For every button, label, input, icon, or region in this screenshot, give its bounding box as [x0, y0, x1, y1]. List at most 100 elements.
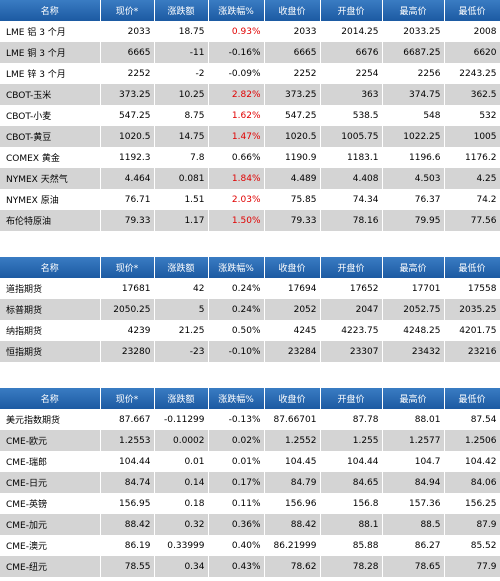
cell-price: 4239	[100, 320, 155, 341]
table-row: 美元指数期货 87.667 -0.11299 -0.13% 87.66701 87.78 8…	[0, 409, 500, 430]
cell-change: 21.25	[154, 320, 209, 341]
cell-price: 4.464	[100, 168, 155, 189]
col-change: 涨跌额	[154, 0, 209, 21]
col-price: 现价*	[100, 257, 155, 278]
cell-name: 纳指期货	[0, 320, 101, 341]
cell-low: 2008	[444, 21, 500, 42]
col-price: 现价*	[100, 388, 155, 409]
col-change-pct: 涨跌幅%	[208, 388, 265, 409]
table-row: CME-日元 84.74 0.14 0.17% 84.79 84.65 84.94 84.06	[0, 472, 500, 493]
header-row: 名称 现价* 涨跌额 涨跌幅% 收盘价 开盘价 最高价 最低价	[0, 388, 500, 409]
cell-high: 17701	[382, 278, 445, 299]
cell-name: CME-纽元	[0, 556, 101, 577]
cell-high: 1196.6	[382, 147, 445, 168]
cell-close: 78.62	[264, 556, 321, 577]
table-row: 道指期货 17681 42 0.24% 17694 17652 17701 17558	[0, 278, 500, 299]
cell-price: 86.19	[100, 535, 155, 556]
cell-change: 0.32	[154, 514, 209, 535]
cell-change-pct: 0.02%	[208, 430, 265, 451]
cell-close: 2033	[264, 21, 321, 42]
cell-open: 1.255	[320, 430, 383, 451]
cell-change: 14.75	[154, 126, 209, 147]
cell-change: -0.11299	[154, 409, 209, 430]
col-close: 收盘价	[264, 388, 321, 409]
cell-low: 74.2	[444, 189, 500, 210]
cell-high: 84.94	[382, 472, 445, 493]
cell-close: 75.85	[264, 189, 321, 210]
cell-change: 0.18	[154, 493, 209, 514]
cell-close: 2052	[264, 299, 321, 320]
cell-change-pct: 1.47%	[208, 126, 265, 147]
col-close: 收盘价	[264, 0, 321, 21]
cell-name: CBOT-玉米	[0, 84, 101, 105]
cell-price: 87.667	[100, 409, 155, 430]
cell-open: 84.65	[320, 472, 383, 493]
cell-high: 6687.25	[382, 42, 445, 63]
cell-close: 156.96	[264, 493, 321, 514]
cell-change-pct: -0.16%	[208, 42, 265, 63]
cell-low: 1176.2	[444, 147, 500, 168]
cell-close: 88.42	[264, 514, 321, 535]
cell-low: 4201.75	[444, 320, 500, 341]
cell-change: 0.01	[154, 451, 209, 472]
col-high: 最高价	[382, 388, 445, 409]
cell-change: 42	[154, 278, 209, 299]
cell-open: 85.88	[320, 535, 383, 556]
cell-change: 0.0002	[154, 430, 209, 451]
cell-change-pct: 0.50%	[208, 320, 265, 341]
col-close: 收盘价	[264, 257, 321, 278]
cell-low: 2035.25	[444, 299, 500, 320]
cell-change-pct: 2.03%	[208, 189, 265, 210]
col-low: 最低价	[444, 257, 500, 278]
cell-high: 4.503	[382, 168, 445, 189]
header-row: 名称 现价* 涨跌额 涨跌幅% 收盘价 开盘价 最高价 最低价	[0, 257, 500, 278]
cell-change: 10.25	[154, 84, 209, 105]
cell-close: 79.33	[264, 210, 321, 231]
cell-open: 538.5	[320, 105, 383, 126]
cell-low: 6620	[444, 42, 500, 63]
cell-open: 1005.75	[320, 126, 383, 147]
cell-change-pct: 0.43%	[208, 556, 265, 577]
table-row: CME-纽元 78.55 0.34 0.43% 78.62 78.28 78.65 77.9	[0, 556, 500, 577]
cell-price: 76.71	[100, 189, 155, 210]
currency-futures-table: 名称 现价* 涨跌额 涨跌幅% 收盘价 开盘价 最高价 最低价 美元指数期货 87…	[0, 388, 500, 577]
cell-high: 88.5	[382, 514, 445, 535]
cell-change-pct: 0.93%	[208, 21, 265, 42]
cell-change: 7.8	[154, 147, 209, 168]
cell-change-pct: 0.11%	[208, 493, 265, 514]
cell-change: 5	[154, 299, 209, 320]
col-change-pct: 涨跌幅%	[208, 257, 265, 278]
cell-name: 道指期货	[0, 278, 101, 299]
cell-name: CBOT-黄豆	[0, 126, 101, 147]
table-row: 恒指期货 23280 -23 -0.10% 23284 23307 23432 23216	[0, 341, 500, 362]
cell-high: 86.27	[382, 535, 445, 556]
cell-open: 2014.25	[320, 21, 383, 42]
cell-change: 0.14	[154, 472, 209, 493]
table-row: LME 铜 3 个月 6665 -11 -0.16% 6665 6676 6687.25 66…	[0, 42, 500, 63]
cell-name: CBOT-小麦	[0, 105, 101, 126]
cell-price: 23280	[100, 341, 155, 362]
cell-high: 2052.75	[382, 299, 445, 320]
cell-low: 4.25	[444, 168, 500, 189]
cell-open: 2047	[320, 299, 383, 320]
cell-name: CME-英镑	[0, 493, 101, 514]
cell-open: 87.78	[320, 409, 383, 430]
cell-change: 8.75	[154, 105, 209, 126]
table-row: COMEX 黄金 1192.3 7.8 0.66% 1190.9 1183.1 1196.6…	[0, 147, 500, 168]
cell-close: 84.79	[264, 472, 321, 493]
cell-high: 1022.25	[382, 126, 445, 147]
cell-name: 恒指期货	[0, 341, 101, 362]
cell-low: 77.56	[444, 210, 500, 231]
cell-change-pct: 1.50%	[208, 210, 265, 231]
cell-price: 17681	[100, 278, 155, 299]
table-row: 纳指期货 4239 21.25 0.50% 4245 4223.75 4248.25 4201…	[0, 320, 500, 341]
commodities-table: 名称 现价* 涨跌额 涨跌幅% 收盘价 开盘价 最高价 最低价 LME 铝 3 …	[0, 0, 500, 231]
header-row: 名称 现价* 涨跌额 涨跌幅% 收盘价 开盘价 最高价 最低价	[0, 0, 500, 21]
col-low: 最低价	[444, 388, 500, 409]
cell-price: 78.55	[100, 556, 155, 577]
table-row: 布伦特原油 79.33 1.17 1.50% 79.33 78.16 79.95 77.56	[0, 210, 500, 231]
cell-low: 532	[444, 105, 500, 126]
col-name: 名称	[0, 257, 101, 278]
cell-low: 23216	[444, 341, 500, 362]
index-futures-table: 名称 现价* 涨跌额 涨跌幅% 收盘价 开盘价 最高价 最低价 道指期货 1768…	[0, 257, 500, 362]
